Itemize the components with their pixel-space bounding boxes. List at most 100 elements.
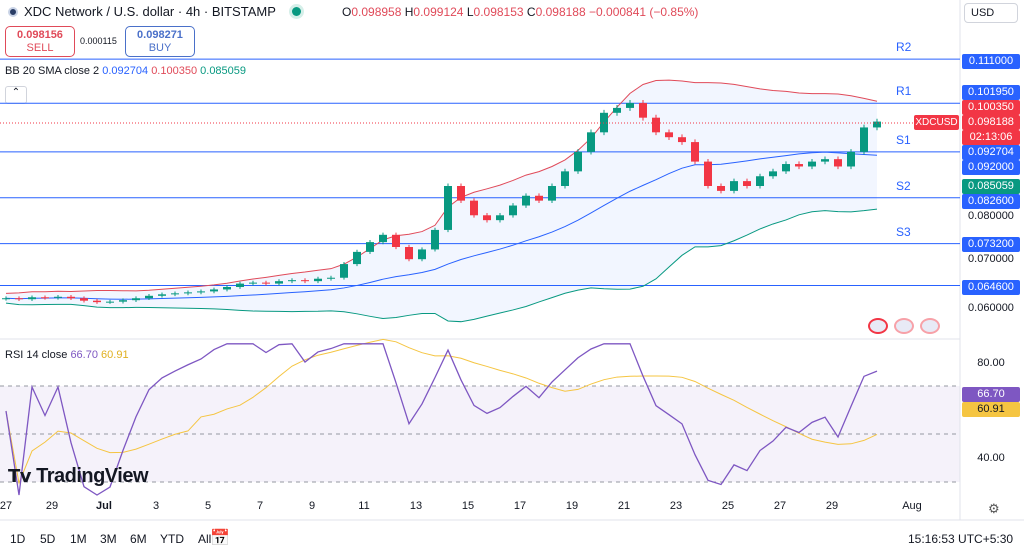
event-icons[interactable]	[868, 318, 940, 334]
candle	[28, 297, 36, 300]
goto-date-icon[interactable]: 📅	[210, 530, 230, 547]
candle	[756, 176, 764, 186]
time-tick: 9	[308, 500, 316, 512]
candle	[106, 301, 114, 303]
candle	[405, 247, 413, 260]
time-tick: 11	[358, 500, 370, 512]
candle	[717, 186, 725, 191]
candle	[834, 159, 842, 167]
candle	[158, 294, 166, 296]
pivot-label: R2	[896, 40, 912, 55]
time-tick: 27	[773, 500, 787, 512]
range-5d-button[interactable]: 5D	[40, 532, 56, 546]
candle	[366, 242, 374, 252]
currency-select[interactable]: USD	[964, 3, 1018, 23]
symbol-tag: XDCUSD	[914, 115, 959, 130]
market-open-icon	[291, 7, 301, 16]
rsi-ma-line	[5, 338, 878, 485]
time-tick: 3	[152, 500, 160, 512]
candle	[613, 107, 621, 113]
candle	[509, 205, 517, 216]
candle	[67, 296, 75, 299]
bb-legend[interactable]: BB 20 SMA close 2 0.092704 0.100350 0.08…	[5, 65, 247, 77]
bb-upper-tag: 0.100350	[962, 100, 1020, 115]
candle	[314, 278, 322, 282]
candle	[2, 298, 10, 300]
range-all-button[interactable]: All	[198, 532, 212, 546]
candle	[574, 151, 582, 172]
time-tick: 13	[409, 500, 423, 512]
candle	[301, 280, 309, 282]
candle	[535, 195, 543, 201]
candle	[704, 161, 712, 186]
symbol-title[interactable]: XDC Network / U.S. dollar · 4h · BITSTAM…	[8, 4, 301, 19]
candle	[587, 132, 595, 152]
candle	[665, 132, 673, 138]
range-1m-button[interactable]: 1M	[70, 532, 87, 546]
us-flag-event-icon[interactable]	[894, 318, 914, 334]
bb-basis-tag: 0.092704	[962, 145, 1020, 160]
time-tick: 29	[45, 500, 59, 512]
time-tick: 7	[256, 500, 264, 512]
candle	[457, 186, 465, 201]
candle	[431, 229, 439, 250]
candle	[678, 137, 686, 143]
candle	[184, 292, 192, 294]
candle	[145, 295, 153, 299]
candle	[483, 215, 491, 221]
us-flag-event-icon[interactable]	[868, 318, 888, 334]
time-tick: 21	[617, 500, 631, 512]
candle	[275, 281, 283, 284]
candle	[470, 200, 478, 216]
candle	[236, 283, 244, 288]
xdc-logo-icon	[8, 6, 18, 17]
candle	[288, 280, 296, 282]
candle	[80, 298, 88, 301]
candle	[132, 298, 140, 301]
range-1d-button[interactable]: 1D	[10, 532, 26, 546]
candle	[15, 298, 23, 300]
range-ytd-button[interactable]: YTD	[160, 532, 184, 546]
time-tick: Jul	[96, 500, 112, 512]
time-tick: 23	[669, 500, 683, 512]
candle	[41, 297, 49, 299]
candle	[548, 186, 556, 201]
candle	[197, 291, 205, 293]
ohlc-readout: O0.098958 H0.099124 L0.098153 C0.098188 …	[342, 5, 699, 19]
candle	[782, 164, 790, 172]
rsi-tick: 40.00	[977, 452, 1005, 464]
pivot-price-tag: 0.111000	[962, 54, 1020, 69]
candle	[223, 287, 231, 290]
pivot-label: S2	[896, 178, 911, 193]
range-3m-button[interactable]: 3M	[100, 532, 117, 546]
pivot-price-tag: 0.101950	[962, 85, 1020, 100]
candle	[210, 289, 218, 292]
range-6m-button[interactable]: 6M	[130, 532, 147, 546]
candle	[808, 161, 816, 167]
time-tick: 19	[565, 500, 579, 512]
us-flag-event-icon[interactable]	[920, 318, 940, 334]
rsi-tick: 80.00	[977, 357, 1005, 369]
time-tick: 15	[461, 500, 475, 512]
candle	[171, 293, 179, 295]
time-tick: 25	[721, 500, 735, 512]
candle	[93, 300, 101, 303]
candle	[327, 277, 335, 279]
sell-button[interactable]: 0.098156 SELL	[5, 26, 75, 57]
candle	[769, 171, 777, 177]
pivot-label: S1	[896, 132, 911, 147]
candle	[821, 159, 829, 162]
candle	[54, 296, 62, 298]
candle	[652, 117, 660, 133]
pivot-price-tag: 0.082600	[962, 194, 1020, 209]
candle	[730, 181, 738, 191]
countdown-tag: 02:13:06	[962, 130, 1020, 145]
spread: 0.000115	[80, 36, 117, 46]
rsi-legend[interactable]: RSI 14 close 66.70 60.91	[5, 349, 129, 361]
price-tick: 0.060000	[968, 302, 1014, 314]
candle	[379, 234, 387, 243]
buy-button[interactable]: 0.098271 BUY	[125, 26, 195, 57]
bb-lower-tag: 0.085059	[962, 179, 1020, 194]
settings-icon[interactable]: ⚙	[988, 501, 1000, 516]
